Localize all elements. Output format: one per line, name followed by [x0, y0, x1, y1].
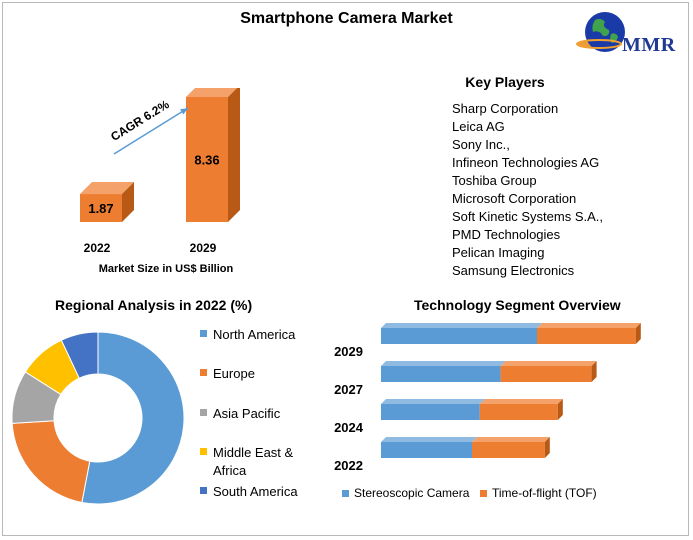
bar-segment: [381, 328, 537, 344]
legend-swatch: [480, 490, 487, 497]
legend-stereoscopic: Stereoscopic Camera: [342, 486, 469, 500]
legend-label: Time-of-flight (TOF): [492, 486, 597, 500]
bar-top: [537, 323, 641, 328]
key-players-title: Key Players: [465, 74, 545, 90]
bar-top: [186, 88, 237, 97]
bar-segment: [479, 404, 558, 420]
bar-segment: [381, 442, 472, 458]
bar-side: [635, 323, 641, 344]
globe-icon: [576, 12, 625, 52]
tick-label: 2027: [334, 382, 363, 397]
bar: [80, 194, 122, 222]
legend-label: Stereoscopic Camera: [354, 486, 470, 500]
legend-label: South America: [213, 484, 298, 499]
key-players-list: Sharp Corporation Leica AG Sony Inc., In…: [452, 100, 603, 280]
technology-segment-chart: 2029 2027 2024 2022: [334, 323, 641, 473]
technology-segment-title: Technology Segment Overview: [414, 297, 621, 313]
bar-segment: [472, 442, 545, 458]
bar-top: [500, 361, 597, 366]
legend-swatch: [342, 490, 349, 497]
tick-label: 2029: [334, 344, 363, 359]
cagr-arrowhead: [180, 108, 188, 115]
regional-donut-chart: [11, 331, 185, 505]
tick-label: 2029: [190, 241, 217, 255]
legend-swatch: [200, 487, 207, 494]
legend-label: North America: [213, 327, 296, 342]
bar-side: [544, 437, 550, 458]
key-player-item: PMD Technologies: [452, 227, 561, 242]
donut-slice: [60, 331, 99, 379]
key-player-item: Microsoft Corporation: [452, 191, 577, 206]
bar-side: [557, 399, 563, 420]
legend-swatch: [200, 369, 207, 376]
bar-top: [381, 361, 506, 366]
key-player-item: Sony Inc.,: [452, 137, 510, 152]
page-title: Smartphone Camera Market: [240, 10, 453, 27]
bar-top: [472, 437, 550, 442]
bar-top: [381, 399, 485, 404]
bar-segment: [537, 328, 636, 344]
key-player-item: Leica AG: [452, 119, 505, 134]
legend-swatch: [200, 409, 207, 416]
tick-label: 2024: [334, 420, 364, 435]
bar-top: [381, 323, 542, 328]
bar: [186, 97, 228, 222]
legend-label: Europe: [213, 366, 255, 381]
tick-label: 2022: [84, 241, 111, 255]
data-label: 1.87: [88, 201, 113, 216]
bar-segment: [500, 366, 592, 382]
regional-analysis-title: Regional Analysis in 2022 (%): [55, 297, 253, 313]
cagr-label: CAGR 6.2%: [108, 97, 172, 144]
legend-label: Middle East & Africa: [213, 445, 294, 478]
legend-tof: Time-of-flight (TOF): [480, 486, 597, 500]
legend-swatch: [200, 330, 207, 337]
x-axis-label: Market Size in US$ Billion: [99, 263, 234, 275]
logo-text: MMR: [622, 34, 676, 56]
bar-top: [479, 399, 563, 404]
donut-slice: [11, 420, 91, 504]
bar-side: [228, 88, 240, 222]
legend-label: Asia Pacific: [213, 406, 281, 421]
bar-top: [80, 182, 134, 195]
key-player-item: Sharp Corporation: [452, 101, 559, 116]
key-player-item: Infineon Technologies AG: [452, 155, 600, 170]
data-label: 8.36: [194, 153, 219, 168]
key-player-item: Toshiba Group: [452, 173, 537, 188]
key-player-item: Pelican Imaging: [452, 245, 545, 260]
bar-top: [381, 437, 477, 442]
key-player-item: Samsung Electronics: [452, 263, 575, 278]
key-player-item: Soft Kinetic Systems S.A.,: [452, 209, 603, 224]
bar-segment: [381, 404, 480, 420]
market-size-chart: 1.87 2022 8.36 2029 CAGR 6.2% Market Size in …: [80, 88, 240, 275]
bar-side: [591, 361, 597, 382]
bar-side: [122, 182, 134, 222]
legend-swatch: [200, 448, 207, 455]
bar-segment: [381, 366, 501, 382]
logo: [576, 12, 625, 52]
donut-slice: [81, 331, 185, 505]
tick-label: 2022: [334, 458, 363, 473]
cagr-arrow: [113, 107, 189, 155]
